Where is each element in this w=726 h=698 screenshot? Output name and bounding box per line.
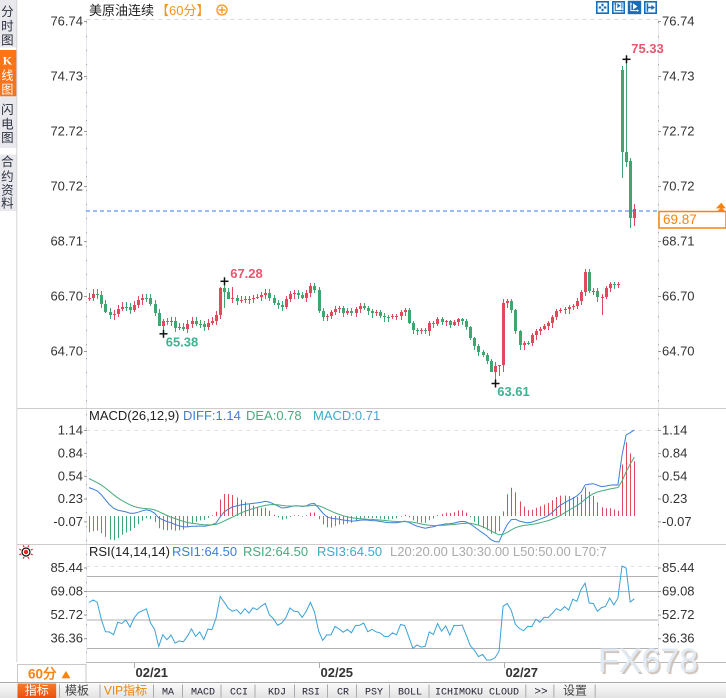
svg-text:70.72: 70.72 — [662, 179, 695, 194]
svg-text:1.14: 1.14 — [662, 423, 687, 438]
svg-text:RSI1:64.50: RSI1:64.50 — [172, 544, 237, 559]
svg-text:72.72: 72.72 — [662, 124, 695, 139]
svg-text:36.36: 36.36 — [662, 631, 695, 646]
svg-text:64.70: 64.70 — [662, 344, 695, 359]
svg-text:68.71: 68.71 — [50, 234, 83, 249]
svg-text:RSI3:64.50: RSI3:64.50 — [317, 544, 382, 559]
svg-text:69.08: 69.08 — [662, 584, 695, 599]
svg-text:DEA:0.78: DEA:0.78 — [246, 408, 302, 423]
svg-text:65.38: 65.38 — [166, 335, 199, 350]
svg-text:ICHIMOKU CLOUD: ICHIMOKU CLOUD — [435, 688, 519, 698]
svg-text:0.54: 0.54 — [662, 468, 687, 483]
svg-text:【60分】: 【60分】 — [156, 3, 209, 18]
svg-text:合: 合 — [1, 154, 14, 169]
svg-text:0.84: 0.84 — [662, 445, 687, 460]
svg-text:约: 约 — [1, 169, 14, 184]
svg-text:67.28: 67.28 — [230, 266, 263, 281]
svg-text:PSY: PSY — [365, 688, 383, 698]
svg-text:02/21: 02/21 — [136, 665, 169, 680]
svg-text:图: 图 — [1, 131, 14, 145]
svg-text:K: K — [3, 54, 13, 68]
svg-text:72.72: 72.72 — [50, 124, 83, 139]
svg-text:64.70: 64.70 — [50, 344, 83, 359]
svg-text:资: 资 — [1, 184, 14, 198]
svg-text:图: 图 — [1, 34, 14, 48]
svg-text:52.72: 52.72 — [50, 607, 83, 622]
svg-text:模板: 模板 — [65, 684, 89, 698]
svg-text:68.71: 68.71 — [662, 234, 695, 249]
svg-text:02/25: 02/25 — [321, 665, 354, 680]
svg-text:料: 料 — [1, 197, 14, 211]
svg-text:VIP指标: VIP指标 — [104, 683, 147, 698]
svg-text:1.14: 1.14 — [58, 423, 83, 438]
svg-text:分: 分 — [1, 5, 14, 19]
svg-text:75.33: 75.33 — [631, 41, 664, 56]
svg-text:69.08: 69.08 — [50, 584, 83, 599]
svg-text:线: 线 — [1, 68, 13, 82]
svg-text:-0.07: -0.07 — [662, 514, 692, 529]
svg-text:66.70: 66.70 — [662, 289, 695, 304]
svg-text:66.70: 66.70 — [50, 289, 83, 304]
svg-text:0.23: 0.23 — [662, 491, 687, 506]
svg-text:69.87: 69.87 — [663, 212, 697, 227]
svg-text:63.61: 63.61 — [497, 384, 530, 399]
svg-text:时: 时 — [1, 20, 14, 34]
svg-text:36.36: 36.36 — [50, 631, 83, 646]
svg-text:MACD: MACD — [191, 688, 215, 698]
svg-text:指标: 指标 — [25, 683, 49, 698]
svg-text:KDJ: KDJ — [268, 688, 286, 698]
svg-text:RSI: RSI — [302, 688, 320, 698]
svg-text:0.23: 0.23 — [58, 491, 83, 506]
svg-text:>>: >> — [534, 687, 547, 698]
svg-text:CR: CR — [337, 688, 349, 698]
svg-text:BOLL: BOLL — [398, 688, 422, 698]
svg-text:85.44: 85.44 — [662, 560, 695, 575]
svg-text:CCI: CCI — [230, 688, 248, 698]
svg-text:MA: MA — [162, 688, 174, 698]
svg-text:FX678: FX678 — [598, 642, 698, 680]
svg-text:RSI2:64.50: RSI2:64.50 — [243, 544, 308, 559]
svg-text:L20:20.00 L30:30.00 L50:50.0: L20:20.00 L30:30.00 L50:50.00 L70:7 — [390, 544, 607, 559]
svg-text:闪: 闪 — [1, 103, 14, 117]
svg-text:美原油连续: 美原油连续 — [89, 3, 154, 18]
svg-text:60分: 60分 — [28, 667, 57, 682]
svg-text:74.73: 74.73 — [662, 69, 695, 84]
svg-text:74.73: 74.73 — [50, 69, 83, 84]
svg-text:52.72: 52.72 — [662, 607, 695, 622]
svg-text:85.44: 85.44 — [50, 560, 83, 575]
svg-text:DIFF:1.14: DIFF:1.14 — [183, 408, 241, 423]
svg-text:76.74: 76.74 — [662, 14, 695, 29]
svg-text:电: 电 — [1, 118, 14, 132]
svg-text:RSI(14,14,14): RSI(14,14,14) — [89, 544, 170, 559]
svg-text:MACD(26,12,9): MACD(26,12,9) — [89, 408, 179, 423]
svg-text:02/27: 02/27 — [506, 665, 539, 680]
svg-text:MACD:0.71: MACD:0.71 — [313, 408, 380, 423]
svg-text:76.74: 76.74 — [50, 14, 83, 29]
svg-text:0.54: 0.54 — [58, 468, 83, 483]
svg-text:70.72: 70.72 — [50, 179, 83, 194]
svg-text:图: 图 — [1, 82, 13, 96]
svg-text:设置: 设置 — [563, 684, 587, 698]
svg-text:-0.07: -0.07 — [53, 514, 83, 529]
svg-text:FX678: FX678 — [600, 644, 700, 682]
svg-text:0.84: 0.84 — [58, 445, 83, 460]
